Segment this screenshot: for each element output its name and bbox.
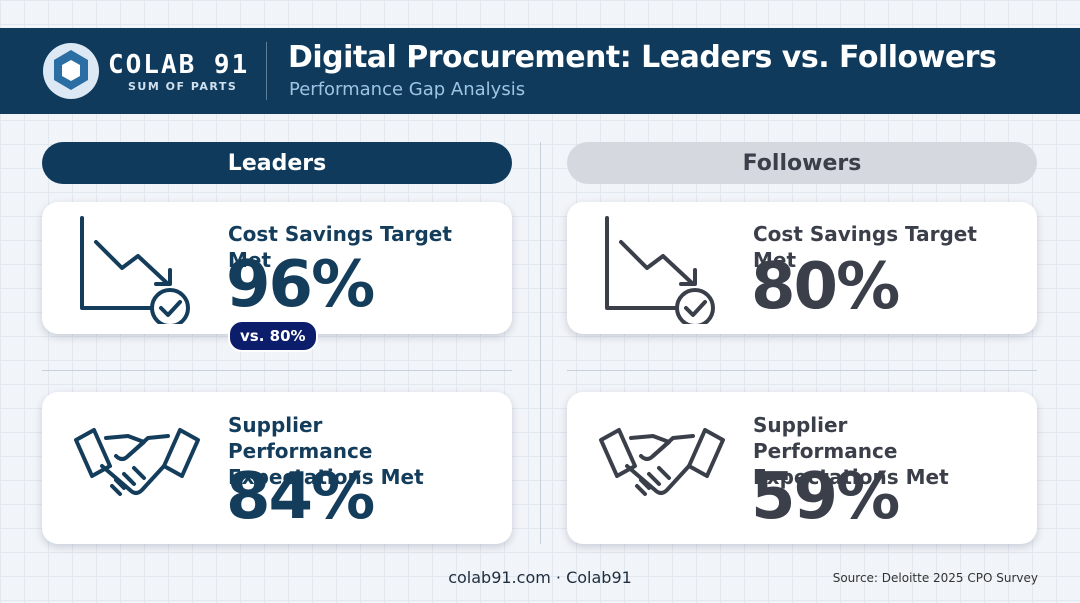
title: Digital Procurement: Leaders vs. Followe…	[288, 40, 997, 75]
metric-value: 96%	[226, 248, 375, 322]
metric-card: Supplier Performance Expectations Met 59…	[567, 392, 1037, 544]
header: COLAB 91 SUM OF PARTS Digital Procuremen…	[0, 28, 1080, 114]
metric-value: 80%	[751, 250, 900, 324]
icon	[599, 428, 725, 496]
logo-tagline: SUM OF PARTS	[128, 80, 238, 93]
metric-label: Cost Savings Target Met	[753, 222, 977, 272]
metric-value: 59%	[751, 460, 900, 534]
divider	[540, 142, 541, 544]
footer-site: colab91.com · Colab91	[448, 568, 632, 587]
column-label: Leaders	[42, 142, 512, 184]
metric-label: Cost Savings Target Met	[228, 222, 452, 272]
divider	[42, 370, 512, 371]
badge: vs. 80%	[228, 320, 318, 352]
logo-name: COLAB 91	[108, 50, 250, 80]
metric-card: Cost Savings Target Met 96% vs. 80%	[42, 202, 512, 352]
metric-card: Supplier Performance Expectations Met 84…	[42, 392, 512, 544]
divider	[567, 370, 1037, 371]
icon	[80, 216, 190, 324]
divider	[266, 42, 267, 100]
metric-label: Supplier Performance Expectations Met	[228, 413, 424, 489]
subtitle: Performance Gap Analysis	[289, 79, 526, 100]
metric-card: Cost Savings Target Met 80%	[567, 202, 1037, 334]
metric-value: 84%	[226, 460, 375, 534]
footer-source: Source: Deloitte 2025 CPO Survey	[832, 571, 1038, 585]
metric-label: Supplier Performance Expectations Met	[753, 413, 949, 489]
logo-icon	[43, 43, 99, 99]
icon	[74, 428, 200, 496]
icon	[605, 216, 715, 324]
column-label: Followers	[567, 142, 1037, 184]
